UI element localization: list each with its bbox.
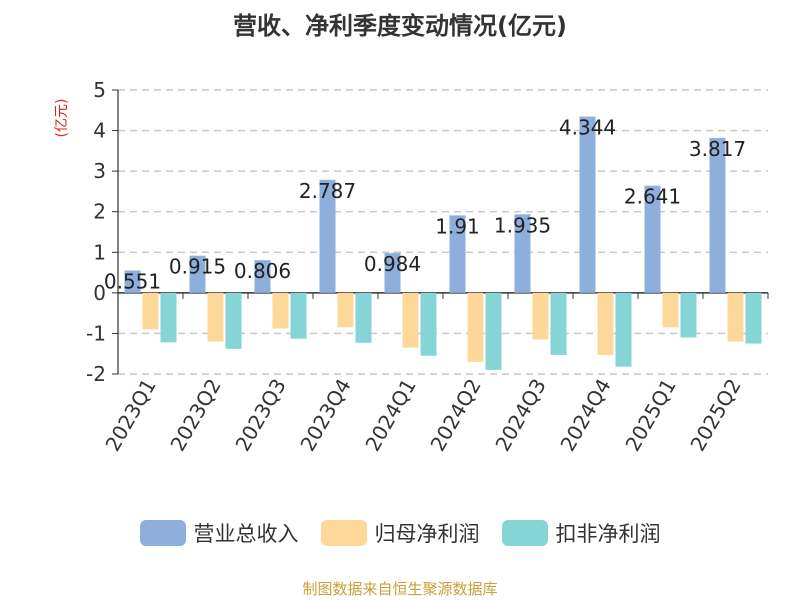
bar-2023Q1-s1[interactable] — [142, 292, 159, 330]
y-tick-label: 5 — [93, 78, 106, 102]
bar-2025Q2-s2[interactable] — [745, 292, 762, 344]
legend-swatch-deducted-profit — [501, 520, 548, 546]
data-source-note: 制图数据来自恒生聚源数据库 — [302, 580, 498, 598]
x-tick-label: 2024Q1 — [360, 375, 420, 456]
bar-2024Q4-s2[interactable] — [615, 292, 632, 367]
x-tick-label: 2024Q2 — [425, 375, 485, 456]
data-label-2024Q3: 1.935 — [494, 213, 551, 237]
bar-2024Q1-s0[interactable] — [384, 252, 401, 293]
bar-2024Q2-s2[interactable] — [485, 292, 502, 370]
bar-2023Q1-s2[interactable] — [160, 292, 177, 343]
data-label-2025Q2: 3.817 — [689, 137, 746, 161]
chart-title: 营收、净利季度变动情况(亿元) — [233, 12, 567, 40]
bar-2024Q4-s1[interactable] — [597, 292, 614, 355]
bar-2025Q1-s1[interactable] — [662, 292, 679, 328]
bar-2024Q1-s2[interactable] — [420, 292, 437, 356]
bar-2024Q2-s0[interactable] — [449, 215, 466, 293]
legend-swatch-revenue — [139, 520, 186, 546]
x-tick-label: 2025Q2 — [685, 375, 745, 456]
y-tick-label: 1 — [93, 240, 106, 264]
data-label-2023Q1: 0.551 — [104, 270, 161, 294]
y-axis-label: (亿元) — [54, 99, 70, 138]
bar-2024Q3-s0[interactable] — [514, 214, 531, 293]
data-label-2023Q2: 0.915 — [169, 255, 226, 279]
bar-2023Q2-s2[interactable] — [225, 292, 242, 349]
bar-2023Q1-s0[interactable] — [124, 270, 141, 293]
legend-item-revenue[interactable]: 营业总收入 — [139, 518, 299, 548]
y-tick-label: 0 — [93, 281, 106, 305]
x-tick-label: 2023Q1 — [100, 375, 160, 456]
bar-2024Q3-s1[interactable] — [532, 292, 549, 340]
bar-2025Q2-s1[interactable] — [727, 292, 744, 342]
legend-label-deducted-profit: 扣非净利润 — [555, 522, 661, 546]
data-label-2024Q1: 0.984 — [364, 252, 421, 276]
y-tick-label: 3 — [93, 159, 106, 183]
data-labels: 0.551 0.915 0.806 2.787 0.984 1.91 1.935 4.344 2… — [104, 116, 746, 294]
legend-item-deducted-profit[interactable]: 扣非净利润 — [501, 518, 661, 548]
bar-2023Q3-s0[interactable] — [254, 260, 271, 293]
bar-2025Q1-s2[interactable] — [680, 292, 697, 338]
bar-2023Q4-s0[interactable] — [319, 179, 336, 293]
bar-2024Q1-s1[interactable] — [402, 292, 419, 348]
data-label-2024Q4: 4.344 — [559, 116, 616, 140]
bar-2023Q4-s2[interactable] — [355, 292, 372, 343]
bar-2023Q2-s1[interactable] — [207, 292, 224, 342]
legend-label-revenue: 营业总收入 — [193, 522, 299, 546]
bar-2024Q3-s2[interactable] — [550, 292, 567, 355]
x-tick-label: 2024Q4 — [555, 375, 615, 456]
x-tick-label: 2023Q2 — [165, 375, 225, 456]
data-label-2024Q2: 1.91 — [435, 214, 480, 238]
data-label-2023Q4: 2.787 — [299, 179, 356, 203]
y-tick-label: 4 — [93, 119, 106, 143]
bar-2025Q2-s0[interactable] — [709, 137, 726, 293]
bar-2024Q4-s0[interactable] — [579, 116, 596, 293]
y-tick-label: 2 — [93, 200, 106, 224]
x-tick-label: 2023Q4 — [295, 375, 355, 456]
x-tick-label: 2023Q3 — [230, 375, 290, 456]
y-tick-label: -1 — [86, 321, 106, 345]
bar-2023Q3-s1[interactable] — [272, 292, 289, 329]
bar-2023Q2-s0[interactable] — [189, 255, 206, 293]
bar-2023Q3-s2[interactable] — [290, 292, 307, 339]
legend-item-net-profit[interactable]: 归母净利润 — [320, 518, 480, 548]
legend-label-net-profit: 归母净利润 — [374, 522, 480, 546]
x-tick-label: 2024Q3 — [490, 375, 550, 456]
legend: 营业总收入 归母净利润 扣非净利润 — [0, 518, 800, 548]
x-tick-label: 2025Q1 — [620, 375, 680, 456]
bar-2025Q1-s0[interactable] — [644, 185, 661, 293]
data-label-2023Q3: 0.806 — [234, 259, 291, 283]
legend-swatch-net-profit — [320, 520, 367, 546]
bars — [124, 116, 762, 370]
bar-2024Q2-s1[interactable] — [467, 292, 484, 362]
bar-2023Q4-s1[interactable] — [337, 292, 354, 328]
data-label-2025Q1: 2.641 — [624, 185, 681, 209]
y-tick-label: -2 — [86, 362, 106, 386]
